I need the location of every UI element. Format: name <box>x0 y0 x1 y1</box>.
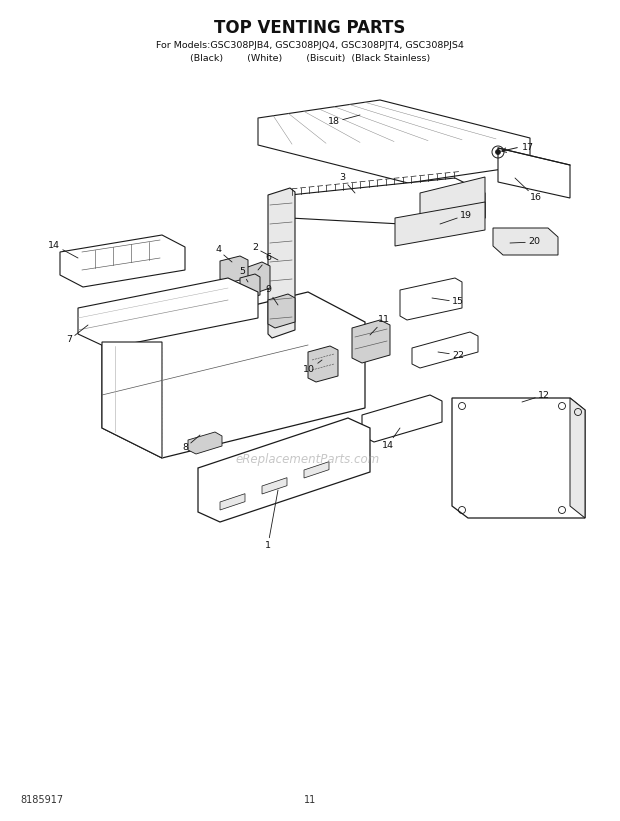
Polygon shape <box>240 274 260 299</box>
Polygon shape <box>220 256 248 283</box>
Polygon shape <box>452 398 585 518</box>
Polygon shape <box>395 202 485 246</box>
Text: 18: 18 <box>328 115 360 126</box>
Polygon shape <box>290 178 485 225</box>
Text: 8185917: 8185917 <box>20 795 63 805</box>
Text: 9: 9 <box>265 286 278 305</box>
Text: 15: 15 <box>432 297 464 306</box>
Text: 12: 12 <box>522 391 550 402</box>
Text: 14: 14 <box>48 241 78 258</box>
Polygon shape <box>220 493 245 510</box>
Polygon shape <box>60 235 185 287</box>
Polygon shape <box>102 342 162 458</box>
Polygon shape <box>198 418 370 522</box>
Polygon shape <box>362 395 442 442</box>
Polygon shape <box>400 278 462 320</box>
Polygon shape <box>304 461 329 478</box>
Text: 1: 1 <box>265 490 278 549</box>
Text: 17: 17 <box>522 144 534 153</box>
Text: 2: 2 <box>252 244 278 260</box>
Polygon shape <box>498 148 570 198</box>
Polygon shape <box>258 100 530 183</box>
Polygon shape <box>245 262 270 294</box>
Text: 5: 5 <box>239 268 248 282</box>
Text: 10: 10 <box>303 360 322 374</box>
Text: For Models:GSC308PJB4, GSC308PJQ4, GSC308PJT4, GSC308PJS4: For Models:GSC308PJB4, GSC308PJQ4, GSC30… <box>156 42 464 51</box>
Polygon shape <box>102 292 365 458</box>
Text: 11: 11 <box>304 795 316 805</box>
Polygon shape <box>188 432 222 454</box>
Polygon shape <box>78 278 258 348</box>
Text: 22: 22 <box>438 351 464 360</box>
Text: 7: 7 <box>66 325 88 345</box>
Text: eReplacementParts.com: eReplacementParts.com <box>236 453 380 466</box>
Text: TOP VENTING PARTS: TOP VENTING PARTS <box>215 19 405 37</box>
Text: 4: 4 <box>215 245 232 262</box>
Polygon shape <box>420 177 485 225</box>
Polygon shape <box>268 294 295 328</box>
Circle shape <box>495 149 500 154</box>
Polygon shape <box>412 332 478 368</box>
Text: 19: 19 <box>440 210 472 224</box>
Text: 20: 20 <box>510 237 540 246</box>
Polygon shape <box>493 228 558 255</box>
Text: 6: 6 <box>258 254 271 270</box>
Text: (Black)        (White)        (Biscuit)  (Black Stainless): (Black) (White) (Biscuit) (Black Stainle… <box>190 53 430 62</box>
Polygon shape <box>268 188 295 338</box>
Polygon shape <box>308 346 338 382</box>
Text: 3: 3 <box>339 173 355 193</box>
Text: 16: 16 <box>515 178 542 203</box>
Polygon shape <box>352 320 390 363</box>
Polygon shape <box>570 398 585 518</box>
Text: 8: 8 <box>182 435 200 452</box>
Text: 11: 11 <box>370 315 390 335</box>
Text: 14: 14 <box>382 428 400 450</box>
Polygon shape <box>262 478 287 494</box>
